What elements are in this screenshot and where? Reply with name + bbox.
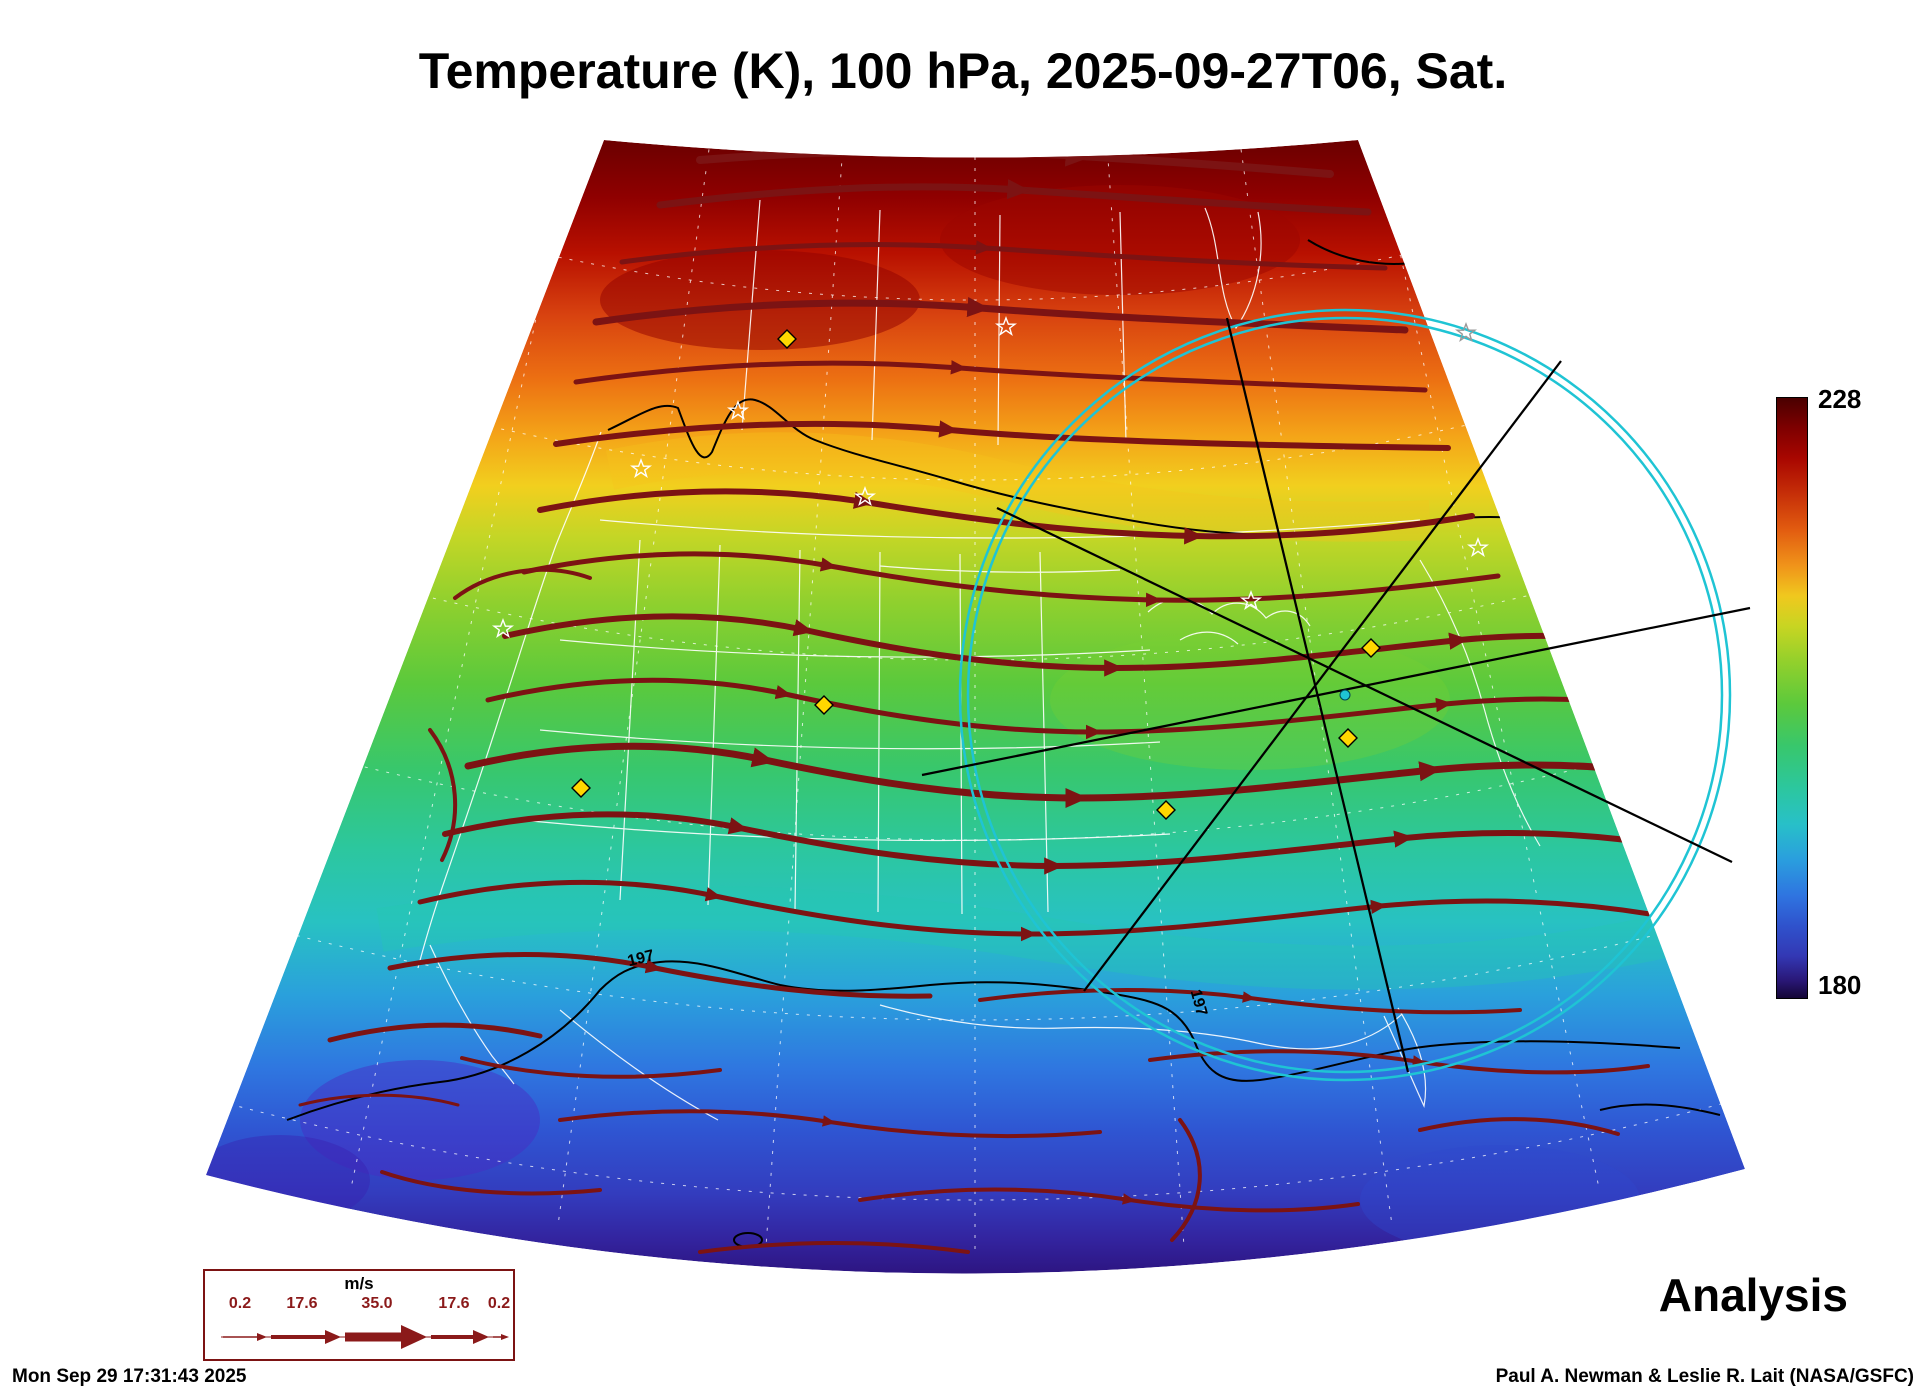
analysis-label: Analysis xyxy=(1658,1269,1848,1321)
streamline xyxy=(1170,1118,1202,1242)
wind-speed-legend: m/s 0.2 17.6 35.0 17.6 0.2 xyxy=(203,1269,515,1361)
streamline xyxy=(460,1056,722,1079)
credit-text: Paul A. Newman & Leslie R. Lait (NASA/GS… xyxy=(1495,1366,1914,1387)
streamline xyxy=(442,811,1685,875)
wind-legend-value: 0.2 xyxy=(487,1295,511,1312)
wind-legend-value: 17.6 xyxy=(286,1295,318,1312)
colorbar-max-label: 228 xyxy=(1818,384,1862,414)
streamline xyxy=(453,567,592,600)
streamline xyxy=(1148,1049,1650,1075)
circle-center-dot xyxy=(1339,689,1351,701)
streamline xyxy=(298,1093,460,1107)
streamline xyxy=(502,613,1678,677)
wind-legend-value: 35.0 xyxy=(361,1295,393,1312)
map-clip-group xyxy=(206,140,1745,1274)
streamline xyxy=(698,1241,970,1254)
streamline xyxy=(858,1187,1360,1213)
range-circle xyxy=(958,308,1732,1082)
streamline xyxy=(327,1022,543,1043)
wind-legend-units: m/s xyxy=(344,1274,374,1293)
streamline xyxy=(592,296,1409,334)
wind-legend-value: 0.2 xyxy=(228,1295,252,1312)
streamline xyxy=(417,879,1665,942)
streamline xyxy=(619,240,1388,271)
streamline xyxy=(464,742,1704,809)
streamline xyxy=(537,488,1475,545)
streamline xyxy=(387,952,933,999)
page-title: Temperature (K), 100 hPa, 2025-09-27T06,… xyxy=(418,43,1508,99)
streamline xyxy=(573,360,1428,393)
colorbar xyxy=(1776,397,1808,999)
streamline xyxy=(485,677,1705,740)
colorbar-min-label: 180 xyxy=(1818,970,1862,1000)
streamline xyxy=(978,987,1522,1015)
streamline xyxy=(380,1170,602,1196)
streamline xyxy=(428,728,458,862)
streamline xyxy=(558,1109,1102,1139)
wind-legend-value: 17.6 xyxy=(438,1295,470,1312)
streamline xyxy=(521,551,1501,608)
streamline xyxy=(553,420,1451,451)
streamline xyxy=(656,179,1372,216)
great-circle-lines xyxy=(921,317,1751,1073)
generation-timestamp: Mon Sep 29 17:31:43 2025 xyxy=(12,1366,247,1387)
wind-legend-arrows xyxy=(221,1325,509,1349)
streamline xyxy=(1418,1117,1620,1136)
contour-label-197-b: 197 xyxy=(1187,988,1210,1018)
contour-label-197-a: 197 xyxy=(626,947,656,970)
